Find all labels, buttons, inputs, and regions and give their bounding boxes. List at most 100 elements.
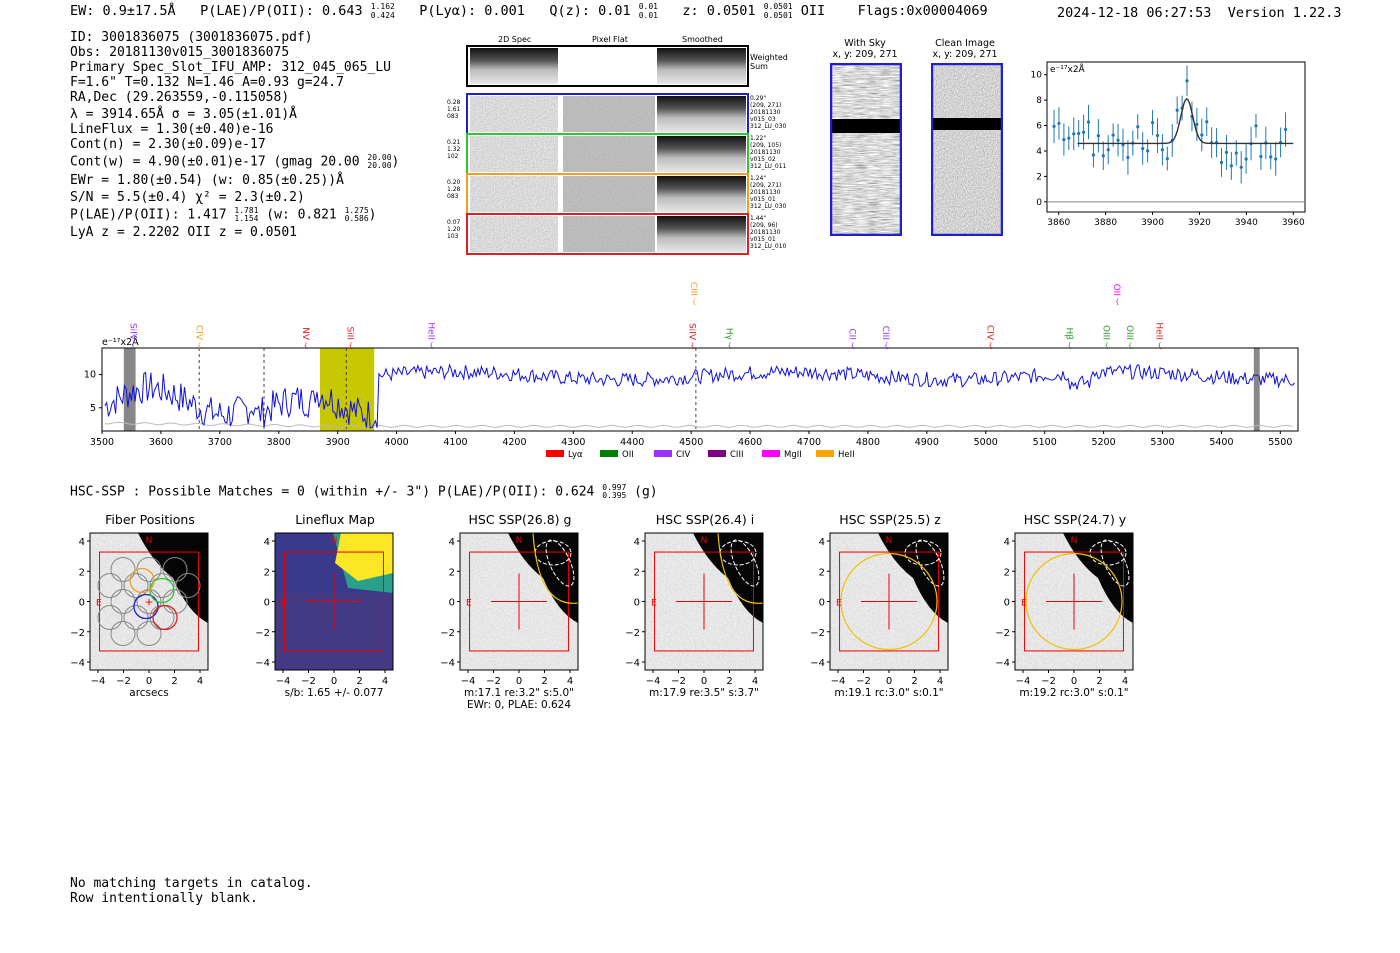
spec-xtick-label: 3700 [208, 437, 232, 448]
fit-xtick-label: 3920 [1188, 218, 1211, 228]
panel-xtick-label: 0 [701, 676, 707, 687]
fit-point [1155, 133, 1160, 138]
info-radec: RA,Dec (29.263559,-0.115058) [70, 90, 290, 105]
fit-point [1244, 157, 1248, 161]
east-label: E [281, 599, 287, 609]
panel-xtick-label: 4 [937, 676, 943, 687]
fit-point [1283, 127, 1288, 132]
panel-ytick-label: 4 [79, 537, 85, 548]
info-id: ID: 3001836075 (3001836075.pdf) [70, 30, 313, 45]
panel-ytick-label: −4 [440, 658, 455, 669]
panel-xtick-label: 0 [1071, 676, 1077, 687]
info-plae: P(LAE)/P(OII): 1.417 [70, 207, 227, 223]
clean-image [931, 63, 1003, 236]
noise-curve [104, 421, 1293, 428]
emission-line-brace: { [197, 342, 201, 350]
panel-ytick-label: 0 [264, 598, 270, 609]
panel-ytick-label: 4 [634, 537, 640, 548]
legend-label: MgII [784, 450, 802, 460]
fit-point [1052, 124, 1056, 128]
fit-point [1195, 122, 1199, 126]
panel-ytick-label: −4 [70, 658, 85, 669]
fit-ytick-label: 8 [1036, 96, 1042, 106]
fit-model-curve [1077, 98, 1294, 145]
masked-region-left [123, 348, 136, 431]
emission-line-label: Hβ [1063, 327, 1073, 340]
fiber-circle [110, 557, 136, 582]
emission-line-label: CII [847, 328, 857, 340]
panel-ytick-label: 2 [634, 567, 640, 578]
row3-right: 1.24" (209, 271) 20181130 v015_01 312_LU_030 [750, 175, 787, 210]
fit-point [1116, 138, 1120, 142]
fit-point [1165, 157, 1169, 161]
catalog-ellipse [545, 539, 575, 587]
weighted-sum-row [466, 45, 749, 87]
spec-xtick-label: 4500 [679, 437, 703, 448]
legend-label: OII [622, 450, 634, 460]
emission-line-label: HeII [1154, 322, 1164, 340]
footer: No matching targets in catalog. Row inte… [70, 876, 313, 906]
fiber-circle [162, 589, 188, 614]
hsc-panel-2: Lineflux Map N E −4 −2 0 2 4 4 2 0 −2 −4 s/b: 1.65 +/… [255, 512, 415, 699]
full-spectrum: 3500 3600 3700 3800 3900 4000 4100 4200 4300 4400… [84, 282, 1299, 460]
panel-ytick-label: 0 [449, 598, 455, 609]
emission-line-label: CIV [985, 325, 995, 341]
fit-point [1239, 165, 1243, 169]
spec-ytick-label: 10 [84, 370, 96, 381]
fit-ytick-label: 4 [1036, 147, 1042, 157]
panel-ytick-label: −4 [625, 658, 640, 669]
search-box [1024, 551, 1124, 652]
hsc-band: (g) [634, 484, 658, 500]
info-contw-hi: 20.00 [367, 153, 392, 162]
qz-hi: 0.01 [638, 2, 658, 11]
panel-ytick-label: −4 [995, 658, 1010, 669]
aperture-arc [532, 532, 579, 604]
header-right: 2024-12-18 06:27:53 Version 1.22.3 [1057, 5, 1342, 21]
fit-ytick-label: 2 [1036, 172, 1042, 182]
fiber-circle [110, 621, 136, 646]
hsc-title: HSC-SSP : Possible Matches = 0 (within +… [70, 484, 595, 500]
row1-left: 0.28 1.61 083 [447, 99, 461, 120]
info-fwhm: F=1.6" T=0.132 N=1.46 A=0.93 g=24.7 [70, 75, 344, 90]
info-contw: Cont(w) = 4.90(±0.01)e-17 (gmag 20.00 [70, 154, 360, 170]
aperture-circle [840, 552, 938, 651]
spec-xtick-label: 4400 [620, 437, 644, 448]
spectrum-curve [104, 363, 1295, 429]
spectrum-frame [101, 347, 1299, 432]
legend-swatch [546, 450, 564, 457]
flags-text: Flags:0x00004069 [857, 3, 988, 19]
panel-ytick-label: −2 [70, 628, 85, 639]
fit-xtick-label: 3860 [1047, 218, 1070, 228]
hsc-panel-title: HSC SSP(24.7) y [1023, 512, 1127, 527]
hsc-panel-3: HSC SSP(26.8) g N E −4 −2 0 2 4 4 2 0 −2 −4 m:17.1 re… [440, 512, 600, 711]
emission-line-label: NV [300, 327, 310, 341]
fit-point [1224, 150, 1229, 155]
panel-xtick-label: −2 [1041, 676, 1056, 687]
emission-line-label: CIII [880, 326, 890, 340]
search-box [284, 551, 384, 652]
panel-xtick-label: −2 [301, 676, 316, 687]
spec-xtick-label: 5500 [1268, 437, 1292, 448]
emission-line-brace: { [1067, 342, 1071, 350]
fit-point [1146, 149, 1150, 153]
north-label: N [886, 536, 893, 546]
spec-xtick-label: 3800 [267, 437, 291, 448]
panel-caption: m:17.9 re:3.5" s:3.7" [649, 687, 759, 699]
row4-right: 1.44" (209, 96) 20181130 v015_01 312_LU_010 [750, 215, 787, 250]
panel-ytick-label: −4 [255, 658, 270, 669]
panel-xtick-label: 2 [726, 676, 732, 687]
spec-xtick-label: 3600 [149, 437, 173, 448]
panel-xtick-label: −2 [856, 676, 871, 687]
catalog-ellipse [1089, 540, 1127, 566]
emission-line-brace: { [884, 342, 888, 350]
info-plae-end: ) [368, 207, 377, 223]
fit-point [1111, 133, 1115, 137]
line-window-highlight [319, 348, 375, 431]
panel-xtick-label: −4 [831, 676, 846, 687]
panel-xtick-label: 2 [171, 676, 177, 687]
search-box [469, 551, 569, 652]
north-label: N [146, 536, 153, 546]
panel-ytick-label: 4 [1004, 537, 1010, 548]
fiber-blue [133, 593, 159, 620]
